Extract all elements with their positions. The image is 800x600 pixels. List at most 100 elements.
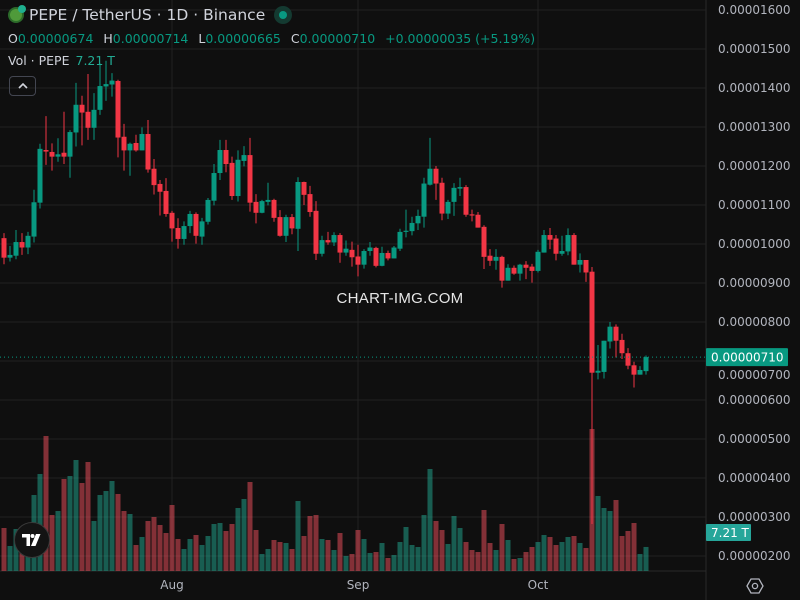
candle-body [283, 217, 289, 236]
candle-body [253, 201, 259, 213]
volume-bar [205, 536, 211, 571]
candle-down [301, 181, 307, 205]
volume-bar [529, 547, 535, 571]
candle-body [379, 252, 385, 266]
candle-up [127, 142, 133, 176]
price-tick-label: 0.00001300 [718, 120, 791, 134]
volume-bar [547, 537, 553, 571]
candle-up [13, 229, 19, 260]
price-tick-label: 0.00001200 [718, 159, 791, 173]
candle-down [151, 158, 157, 195]
candle-body [589, 271, 595, 373]
volume-bar [643, 546, 649, 571]
candle-body [583, 259, 589, 273]
volume-bar [595, 496, 601, 571]
candle-body [121, 136, 127, 151]
candle-down [307, 185, 313, 217]
volume-bar [373, 552, 379, 571]
candle-body [577, 259, 583, 265]
candle-body [127, 143, 133, 151]
settings-icon[interactable] [745, 576, 765, 596]
candle-body [151, 168, 157, 186]
volume-bar [385, 558, 391, 571]
volume-bar [403, 527, 409, 571]
candle-body [211, 173, 217, 201]
collapse-legend-button[interactable] [9, 76, 36, 96]
candle-down [475, 212, 481, 228]
candle-up [451, 183, 457, 216]
candle-up [109, 73, 115, 97]
candle-body [481, 226, 487, 257]
watermark: CHART-IMG.COM [336, 290, 464, 307]
time-axis[interactable]: Aug Sep Oct [160, 578, 548, 592]
volume-legend: Vol · PEPE 7.21 T [8, 53, 115, 68]
time-tick-label: Oct [528, 578, 549, 592]
candle-down [619, 333, 625, 360]
price-tick-label: 0.00000500 [718, 432, 791, 446]
candle-up [379, 246, 385, 267]
candle-body [49, 151, 55, 157]
candle-body [469, 214, 475, 216]
candle-up [97, 63, 103, 115]
candle-body [337, 235, 343, 253]
candle-up [91, 93, 97, 140]
candle-down [625, 348, 631, 370]
volume-bar [361, 539, 367, 571]
candle-body [247, 155, 253, 203]
volume-bar [103, 491, 109, 571]
volume-bar [43, 436, 49, 571]
candle-down [49, 143, 55, 171]
candle-down [553, 235, 559, 261]
candle-body [499, 256, 505, 281]
candle-body [427, 168, 433, 185]
volume-bar [73, 460, 79, 571]
candle-body [7, 254, 13, 258]
volume-bar [553, 545, 559, 571]
candles [1, 60, 649, 525]
volume-bar [577, 543, 583, 571]
candle-down [133, 134, 139, 152]
volume-bar [139, 537, 145, 571]
volume-bar [487, 543, 493, 571]
high-value: 0.00000714 [112, 31, 189, 46]
candle-body [325, 240, 331, 243]
candle-up [235, 150, 241, 202]
tradingview-logo[interactable] [14, 522, 50, 558]
volume-bar [631, 523, 637, 571]
volume-bar [181, 549, 187, 571]
candle-down [289, 213, 295, 235]
candle-body [415, 215, 421, 224]
price-tick-label: 0.00001500 [718, 42, 791, 56]
price-axis[interactable]: 0.00001600 0.00001500 0.00001400 0.00001300… [718, 3, 791, 563]
candle-body [205, 199, 211, 222]
candle-down [79, 95, 85, 146]
price-tick-label: 0.00000200 [718, 549, 791, 563]
candle-down [355, 244, 361, 277]
volume-bar [145, 521, 151, 571]
candle-up [55, 138, 61, 162]
volume-bar [307, 516, 313, 571]
volume-bar [523, 552, 529, 571]
symbol-title[interactable]: PEPE / TetherUS · 1D · Binance [29, 6, 266, 24]
candle-up [37, 143, 43, 209]
tradingview-logo-icon [22, 534, 41, 546]
volume-bar [61, 479, 67, 571]
candle-body [139, 134, 145, 151]
candle-down [583, 259, 589, 282]
volume-bar [511, 559, 517, 571]
volume-bar [439, 530, 445, 571]
candle-down [271, 198, 277, 222]
candle-down [85, 73, 91, 140]
candle-body [445, 201, 451, 214]
volume-bar [127, 514, 133, 571]
candle-body [163, 190, 169, 214]
open-label: O [8, 31, 18, 46]
candle-body [169, 212, 175, 229]
candle-body [73, 104, 79, 133]
volume-bar [193, 535, 199, 571]
candle-body [175, 228, 181, 239]
volume-bar [79, 483, 85, 571]
volume-bar [55, 511, 61, 571]
volume-bar [367, 553, 373, 571]
